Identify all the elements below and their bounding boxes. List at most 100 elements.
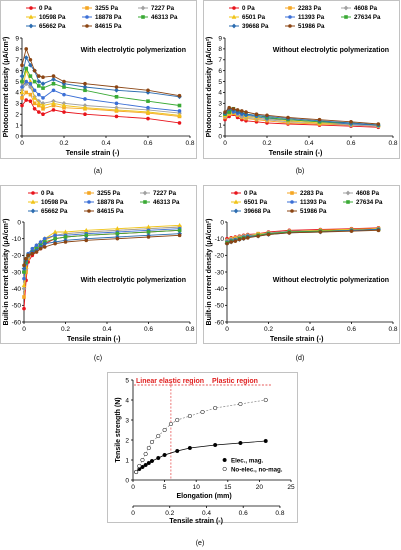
legend-label: Elec., mag. [231,457,264,464]
data-point [53,241,57,246]
y-tick-label: 0 [125,477,129,484]
panel-annotation: With electrolytic polymerization [81,47,186,54]
data-point [51,108,56,112]
data-point [20,85,24,89]
legend-marker [290,200,294,204]
legend-label: 84615 Pa [95,23,122,30]
data-point [146,99,150,103]
legend-marker [290,209,294,213]
legend-entry: 84615 Pa [84,208,124,215]
y-tick-label: 5 [218,79,222,86]
data-point [21,282,27,288]
data-point [143,462,148,468]
data-point [24,90,28,95]
data-point [83,88,87,93]
series-4 [20,79,182,113]
data-point [187,445,192,451]
panel-frame [0,185,197,344]
x-tick-label: 0 [225,326,229,333]
y-tick-label: -60 [12,319,22,326]
data-point [114,101,119,106]
x-tick-label: 0.4 [305,326,314,333]
legend-entry: 10598 Pa [26,14,66,21]
data-point [38,246,43,251]
legend-marker [30,208,36,214]
data-point [177,112,182,118]
legend-marker [345,190,351,196]
y-tick-label: -50 [12,303,22,310]
legend-entry: 0 Pa [231,190,257,197]
data-point [53,233,57,238]
legend-marker [140,5,146,11]
data-point [177,233,182,238]
data-point [41,112,45,117]
x-tick-label: 10 [193,484,201,491]
data-point [20,63,24,68]
data-point [36,100,42,106]
x-tick-label: 0.4 [304,140,313,147]
legend-entry: 7227 Pa [138,5,175,12]
panel-a: 0 Pa 3255 Pa 7227 Pa 10598 Pa 18878 Pa 46313 … [0,0,197,175]
y-tick-label: 0 [218,133,222,140]
y-tick-label: -40 [12,286,22,293]
x2-tick-label: 0.4 [202,510,211,517]
y-tick-label: 4 [218,90,222,97]
data-point [62,110,66,114]
data-point [376,122,381,126]
data-point [62,79,66,84]
panel-caption: (c) [94,355,102,362]
x-tick-label: 0 [20,140,24,147]
data-point [32,106,37,111]
data-point [266,232,271,237]
legend-marker [232,6,236,10]
x-axis-label: Tensile strain (-) [270,336,324,343]
legend-marker [30,199,36,204]
data-point [146,230,151,234]
legend: Elec., mag. No-elec., no-mag. [222,457,283,473]
data-point [83,112,87,117]
data-point [24,66,28,71]
y-tick-label: 1 [218,122,222,129]
legend-entry: 39668 Pa [231,208,271,215]
panel-caption: (e) [196,540,205,547]
y-tick-label: 8 [15,46,19,53]
data-point [168,421,173,427]
data-point [32,95,37,100]
data-point [51,100,56,106]
series-line [21,47,180,97]
data-point [213,405,218,411]
data-point [28,99,33,103]
data-point [42,245,47,249]
legend-label: 46313 Pa [153,199,180,206]
data-point [41,96,45,100]
y-axis-label: Built-in current density (μA/cm²) [206,219,213,326]
data-point [51,88,56,93]
legend-marker [85,15,89,19]
y-tick-label: 2 [218,112,222,119]
data-point [213,442,218,448]
legend-label: 84615 Pa [97,208,124,215]
data-point [254,112,259,117]
data-point [227,105,231,110]
data-point [26,253,30,258]
data-point [149,439,155,445]
data-point [177,103,182,108]
y-tick-label: -50 [215,303,225,310]
legend-marker [344,15,348,19]
legend-label: 51986 Pa [298,23,325,30]
legend-entry: 84615 Pa [82,23,122,30]
x2-tick-label: 0.6 [239,510,248,517]
legend-label: 0 Pa [242,5,255,12]
y-tick-label: 1 [125,457,129,464]
y-tick-label: -10 [12,236,22,243]
series-7 [223,105,381,126]
legend-label: 0 Pa [244,190,257,197]
data-point [177,222,182,228]
legend-entry: 51986 Pa [287,208,327,215]
legend-marker [28,14,34,19]
legend-entry: 18878 Pa [82,14,122,21]
legend-marker [87,209,91,213]
data-point [51,103,56,108]
series-7 [22,233,182,268]
y-axis-label: Tensile strength (N) [115,397,122,462]
